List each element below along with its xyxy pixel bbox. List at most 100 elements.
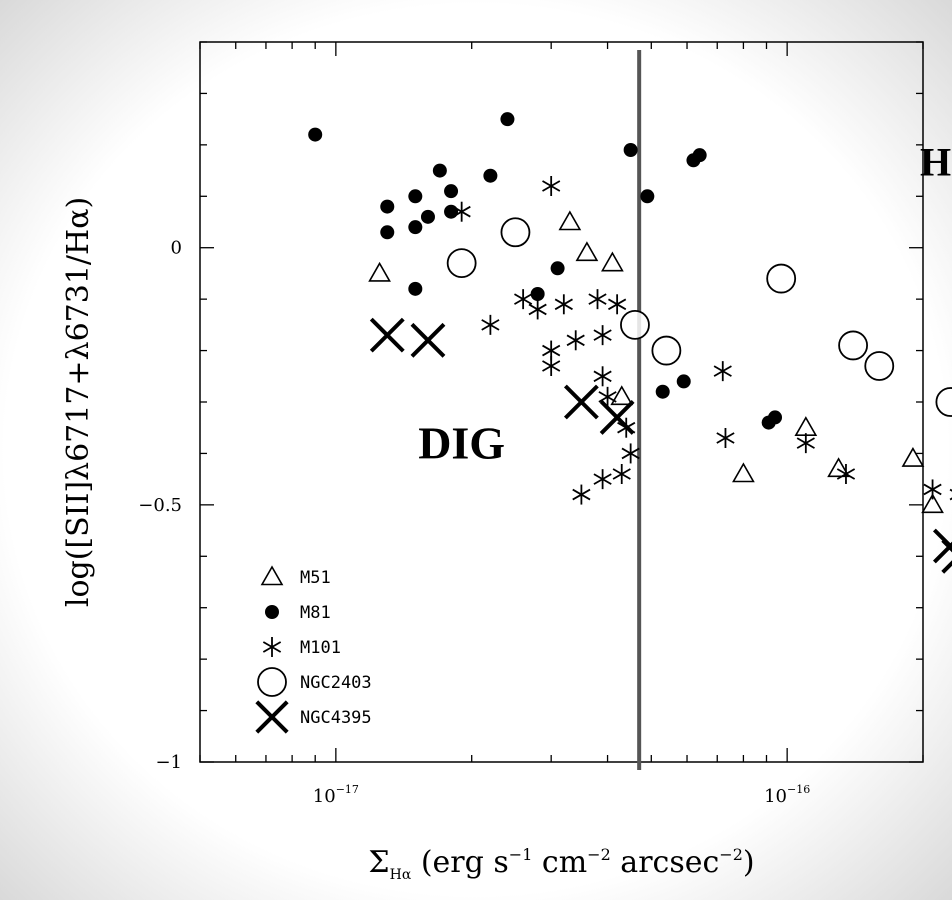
x-stroke <box>563 384 599 420</box>
dot-marker <box>692 148 707 163</box>
star-stroke <box>796 437 815 449</box>
star-stroke <box>593 329 612 341</box>
dot-marker <box>444 184 459 199</box>
legend-item-m101: M101 <box>262 637 341 658</box>
x-stroke <box>941 538 952 553</box>
star-stroke <box>542 180 561 192</box>
star-marker <box>593 325 612 346</box>
star-marker <box>593 366 612 387</box>
circle-marker <box>935 387 952 417</box>
legend-label: M81 <box>300 603 331 623</box>
dot-marker <box>623 143 638 157</box>
star-marker <box>598 386 617 407</box>
chart-axes <box>199 41 924 770</box>
circle-marker <box>620 309 650 340</box>
x-tick-label: 10−17 <box>313 783 359 807</box>
dot-marker <box>380 199 395 214</box>
star-stroke <box>713 365 732 377</box>
star-marker <box>716 428 735 448</box>
star-stroke <box>262 641 282 653</box>
data-points <box>308 112 952 574</box>
star-marker <box>796 433 815 454</box>
star-stroke <box>593 370 612 383</box>
x-stroke <box>255 700 289 734</box>
dot-marker <box>408 220 423 235</box>
star-marker <box>588 289 607 310</box>
y-tick-label: −1 <box>155 752 182 773</box>
dot-marker <box>432 163 447 178</box>
dot-marker <box>655 384 670 399</box>
star-stroke <box>598 391 617 403</box>
legend-item-m81: M81 <box>265 603 331 623</box>
star-marker <box>528 299 547 320</box>
dot-marker <box>308 127 323 142</box>
series-m101 <box>452 176 952 505</box>
star-stroke <box>588 293 607 305</box>
triangle-marker <box>794 416 818 437</box>
dot-marker <box>483 168 498 183</box>
star-marker <box>542 356 561 376</box>
y-tick-label: 0 <box>171 238 182 259</box>
x-stroke <box>599 400 635 435</box>
annotation-hii-regions: HII regions <box>920 140 952 185</box>
star-stroke <box>542 360 561 372</box>
circle-marker <box>766 263 797 294</box>
legend-label: NGC4395 <box>300 708 372 728</box>
dot-marker <box>640 189 655 204</box>
triangle-marker <box>732 462 755 483</box>
star-marker <box>593 469 612 490</box>
x-marker <box>563 384 599 420</box>
dot-marker <box>500 112 515 127</box>
dot-marker <box>444 204 459 219</box>
star-stroke <box>612 468 631 480</box>
triangle-marker <box>601 251 624 272</box>
legend-label: M101 <box>300 638 341 658</box>
dot-marker <box>420 209 435 224</box>
star-marker <box>554 294 573 315</box>
circle-marker <box>446 248 477 279</box>
star-marker <box>481 314 500 335</box>
dot-marker <box>530 287 545 301</box>
star-stroke <box>481 319 500 331</box>
star-stroke <box>836 468 856 480</box>
star-marker <box>713 361 732 382</box>
star-marker <box>612 464 631 484</box>
x-axis-title: ΣHα (erg s−1 cm−2 arcsec−2) <box>368 845 754 883</box>
triangle-marker <box>368 261 391 282</box>
star-marker <box>566 330 585 351</box>
series-m81 <box>308 112 783 430</box>
star-stroke <box>566 334 585 347</box>
star-stroke <box>554 298 573 311</box>
dot-marker <box>550 261 565 276</box>
dot-marker <box>408 189 423 204</box>
star-marker <box>542 176 561 196</box>
x-stroke <box>410 322 446 358</box>
circle-marker <box>864 351 895 381</box>
legend-item-ngc2403: NGC2403 <box>257 667 372 697</box>
legend-label: NGC2403 <box>300 673 372 693</box>
triangle-marker <box>260 565 284 586</box>
circle-marker <box>500 217 531 248</box>
y-axis-title: log([SII]λ6717+λ6731/Hα) <box>61 197 96 607</box>
triangle-marker <box>558 210 582 231</box>
star-stroke <box>452 205 471 218</box>
x-stroke <box>941 560 952 574</box>
star-stroke <box>621 447 640 460</box>
circle-marker <box>838 330 868 361</box>
star-stroke <box>923 483 942 496</box>
annotation-dig: DIG <box>418 418 505 469</box>
star-stroke <box>528 303 547 316</box>
star-marker <box>572 484 591 505</box>
circle-marker <box>257 667 287 697</box>
legend-item-m51: M51 <box>260 565 331 588</box>
star-marker <box>923 479 942 500</box>
triangle-marker <box>575 241 599 262</box>
series-ngc2403 <box>446 217 952 417</box>
star-stroke <box>608 298 627 311</box>
circle-marker <box>651 335 682 366</box>
star-stroke <box>514 293 533 305</box>
dot-marker <box>676 374 691 389</box>
star-marker <box>262 637 282 657</box>
